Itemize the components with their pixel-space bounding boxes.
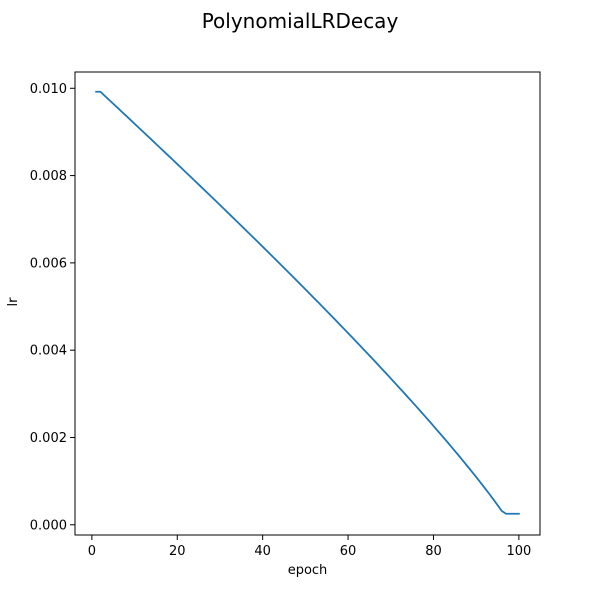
y-tick-label: 0.002: [30, 431, 67, 446]
x-tick-label: 80: [425, 544, 442, 559]
plot-frame: [74, 71, 541, 536]
x-axis-label: epoch: [288, 563, 328, 578]
y-tick-label: 0.010: [30, 82, 67, 97]
x-tick-label: 0: [88, 544, 96, 559]
x-tick-label: 60: [340, 544, 357, 559]
y-axis-label: lr: [6, 297, 21, 307]
x-tick-label: 100: [506, 544, 531, 559]
y-tick-label: 0.000: [30, 518, 67, 533]
chart-title: PolynomialLRDecay: [202, 9, 399, 33]
series-line-0: [95, 90, 520, 515]
x-tick-label: 40: [254, 544, 271, 559]
y-tick-label: 0.004: [30, 344, 67, 359]
x-tick-label: 20: [169, 544, 186, 559]
y-tick-label: 0.008: [30, 169, 67, 184]
plot-area: 0 20 40 60 80 100 0.000 0.002 0.004 0.006 0.008 0.0…: [30, 71, 541, 559]
y-tick-label: 0.006: [30, 256, 67, 271]
